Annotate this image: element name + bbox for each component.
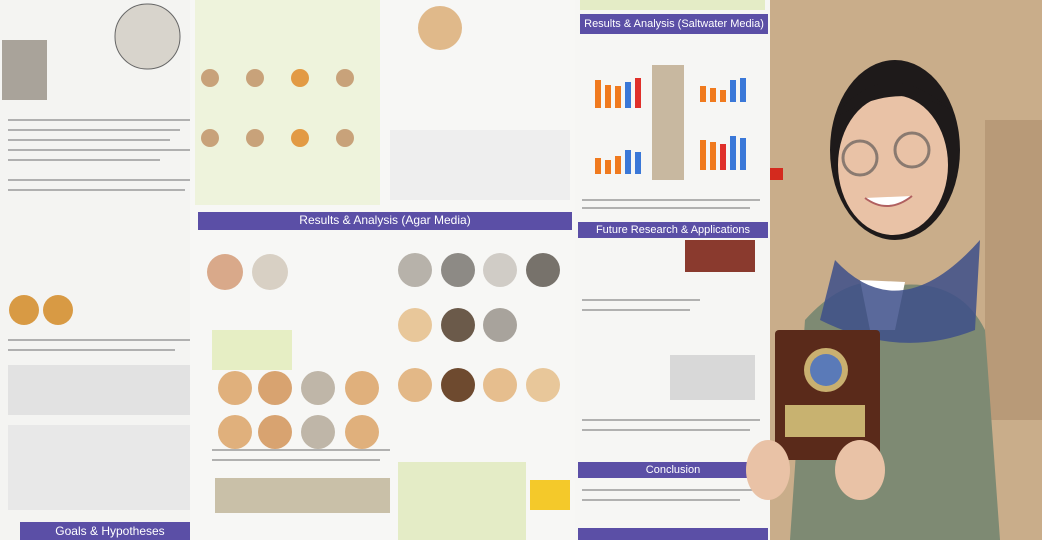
section-header	[578, 528, 768, 540]
glasses	[893, 131, 931, 169]
petri-dish	[418, 6, 462, 50]
poster-section	[580, 0, 765, 10]
plaque-plate	[785, 405, 865, 437]
hand	[835, 440, 885, 500]
poster-table	[398, 462, 526, 540]
section-header	[578, 222, 768, 238]
poster-image	[652, 65, 684, 180]
poster-image	[2, 40, 47, 100]
glasses	[841, 139, 879, 177]
poster-figure	[390, 130, 570, 200]
poster-image	[215, 478, 390, 513]
section-title: Future Research & Applications	[596, 224, 751, 236]
poster-table	[8, 365, 198, 415]
bangs	[840, 82, 950, 115]
poster-note	[530, 480, 570, 510]
petri-grid	[207, 253, 560, 449]
poster-image	[114, 3, 181, 70]
petri-dish	[9, 295, 39, 325]
section-header	[198, 212, 572, 230]
poster-table	[8, 425, 198, 510]
section-title: Results & Analysis (Saltwater Media)	[584, 18, 764, 30]
face	[838, 95, 948, 235]
poster-section	[195, 0, 380, 205]
section-title: Results & Analysis (Agar Media)	[299, 213, 470, 227]
petri-dish	[43, 295, 73, 325]
section-title: Goals & Hypotheses	[55, 524, 164, 538]
poster-image	[685, 240, 755, 272]
poster-figure	[670, 355, 755, 400]
poster-text-lines	[8, 119, 760, 501]
hand	[746, 440, 790, 500]
plaque-medal	[810, 354, 842, 386]
section-header	[580, 14, 768, 34]
section-title: Conclusion	[646, 464, 700, 476]
petri-row	[201, 69, 354, 147]
lei	[820, 240, 980, 343]
poster-table	[212, 330, 292, 370]
section-header	[20, 522, 200, 540]
section-header	[578, 462, 768, 478]
doorway	[985, 120, 1042, 420]
poster-bar-figure	[595, 78, 746, 174]
smile	[864, 195, 913, 207]
